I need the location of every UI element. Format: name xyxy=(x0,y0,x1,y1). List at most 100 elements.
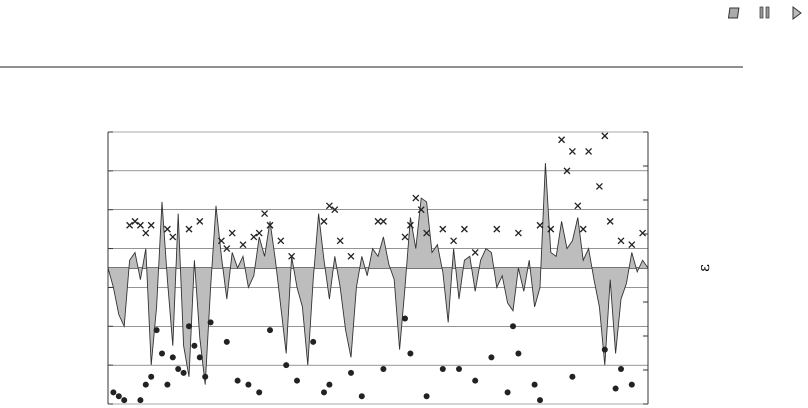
dot-marker xyxy=(472,377,479,384)
pause-icon-right[interactable] xyxy=(765,6,770,19)
cross-marker xyxy=(558,136,566,144)
dot-marker xyxy=(202,373,209,380)
cross-marker xyxy=(288,252,296,260)
dot-marker xyxy=(488,354,495,361)
dot-marker xyxy=(537,397,543,404)
cross-marker xyxy=(239,241,247,249)
cross-marker xyxy=(574,202,582,210)
cross-marker xyxy=(217,237,225,245)
cross-marker xyxy=(617,237,625,245)
cross-marker xyxy=(536,221,544,229)
play-button[interactable] xyxy=(792,6,802,20)
cross-marker xyxy=(639,229,647,237)
stop-button[interactable] xyxy=(727,7,740,19)
pause-icon-left[interactable] xyxy=(759,6,764,19)
cross-marker xyxy=(401,233,409,241)
cross-marker xyxy=(131,217,139,225)
dot-marker xyxy=(601,346,608,353)
cross-marker xyxy=(163,225,171,233)
play-icon[interactable] xyxy=(792,6,802,20)
cross-marker xyxy=(196,217,204,225)
dot-marker xyxy=(515,350,522,357)
dot-marker xyxy=(456,366,462,373)
cross-marker xyxy=(250,233,258,241)
dot-marker xyxy=(358,393,365,400)
dot-marker xyxy=(245,381,252,388)
dot-marker xyxy=(380,366,387,373)
cross-marker xyxy=(347,252,355,260)
plot xyxy=(107,131,649,405)
dot-marker xyxy=(510,323,516,330)
dot-marker xyxy=(439,366,446,373)
cross-marker xyxy=(417,206,425,214)
cross-marker xyxy=(379,217,387,225)
dot-marker xyxy=(326,381,333,388)
pause-button[interactable] xyxy=(759,6,770,19)
dot-marker xyxy=(223,338,230,345)
dot-marker xyxy=(186,323,192,330)
cross-marker xyxy=(255,229,263,237)
cross-marker xyxy=(266,221,274,229)
dot-marker xyxy=(159,350,165,357)
dot-marker xyxy=(294,377,300,384)
dot-marker xyxy=(137,397,144,404)
cross-marker xyxy=(412,194,420,202)
dot-marker xyxy=(569,373,576,380)
dot-marker xyxy=(402,315,408,322)
dot-marker xyxy=(169,354,176,361)
cross-marker xyxy=(228,229,236,237)
dot-marker xyxy=(148,373,155,380)
dot-marker xyxy=(267,327,273,334)
cross-marker xyxy=(423,229,431,237)
dot-marker xyxy=(423,393,430,400)
cross-marker xyxy=(450,237,458,245)
cross-marker xyxy=(147,221,155,229)
dot-marker xyxy=(348,369,354,376)
cross-marker xyxy=(547,225,555,233)
dot-marker xyxy=(618,366,624,373)
cross-marker xyxy=(136,221,144,229)
cross-marker xyxy=(325,202,333,210)
cross-marker xyxy=(336,237,344,245)
cross-marker xyxy=(568,147,576,155)
dot-marker xyxy=(321,389,327,396)
cross-marker xyxy=(406,221,414,229)
cross-marker xyxy=(471,248,479,256)
cross-marker xyxy=(493,225,501,233)
cross-marker xyxy=(601,132,609,140)
dot-marker xyxy=(612,385,619,392)
dot-marker xyxy=(207,319,214,326)
cross-marker xyxy=(585,147,593,155)
cross-marker xyxy=(277,237,285,245)
cross-marker xyxy=(261,210,269,218)
area-line xyxy=(107,163,649,385)
cross-marker xyxy=(142,229,150,237)
dot-marker xyxy=(175,366,182,373)
dot-marker xyxy=(256,389,263,396)
cross-marker xyxy=(320,217,328,225)
dot-marker xyxy=(191,342,198,349)
dot-marker xyxy=(121,397,128,404)
cross-marker xyxy=(439,225,447,233)
dot-marker xyxy=(310,338,317,345)
dot-marker xyxy=(142,381,149,388)
dot-marker xyxy=(110,389,117,396)
dot-marker xyxy=(196,354,203,361)
dot-marker xyxy=(153,327,160,334)
cross-marker xyxy=(126,221,134,229)
cross-marker xyxy=(223,245,231,253)
cross-marker xyxy=(185,225,193,233)
dot-marker xyxy=(628,381,635,388)
cross-marker xyxy=(563,167,571,175)
dot-marker xyxy=(531,381,538,388)
dot-marker xyxy=(504,389,511,396)
stop-icon[interactable] xyxy=(727,7,740,19)
dot-marker xyxy=(234,377,241,384)
dot-marker xyxy=(115,393,122,400)
cross-marker xyxy=(460,225,468,233)
cross-marker xyxy=(628,241,636,249)
dot-marker xyxy=(180,369,187,376)
cross-marker xyxy=(169,233,177,241)
